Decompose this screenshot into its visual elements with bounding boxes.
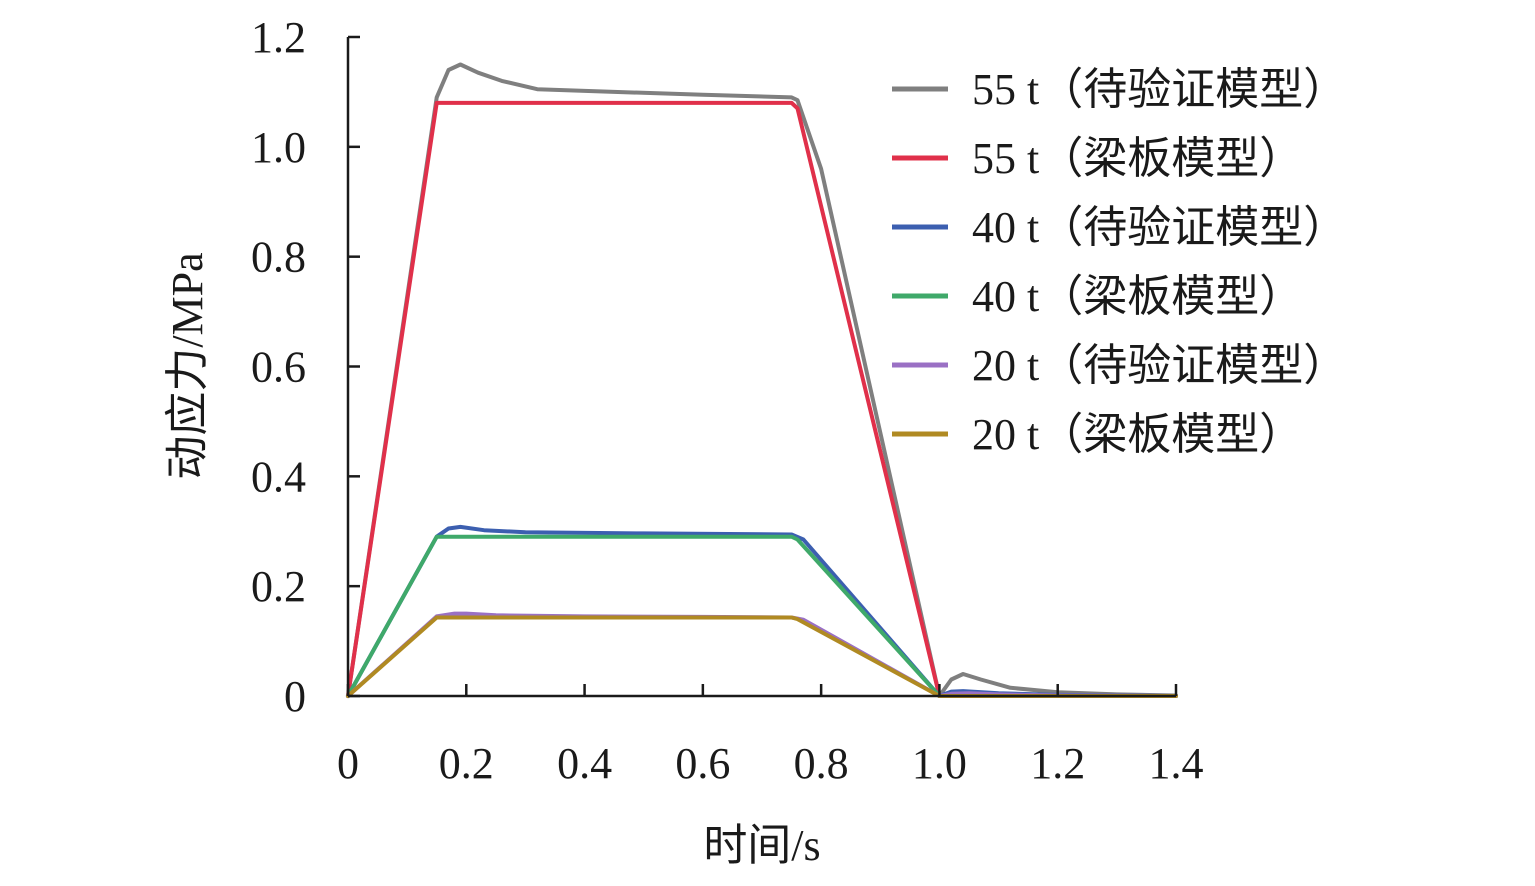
legend-item: 20 t（梁板模型） — [892, 410, 1303, 459]
legend-label: 40 t（梁板模型） — [972, 272, 1303, 321]
legend: 55 t（待验证模型） 55 t（梁板模型） 40 t（待验证模型） 40 t（梁板模… — [892, 65, 1347, 459]
x-tick-label: 0.2 — [439, 739, 494, 788]
series-layer — [346, 62, 1178, 698]
x-tick-label: 1.4 — [1149, 739, 1204, 788]
plot-area: 0 0.2 0.4 0.6 0.8 1.0 1.2 1.4 0 0.2 0.4 0.6 0.8 1.0 1… — [251, 13, 1204, 788]
x-tick-label: 0.8 — [794, 739, 849, 788]
series-line-5 — [346, 615, 1178, 698]
series-line-4 — [346, 611, 1178, 698]
y-tick-label: 0.8 — [251, 233, 306, 282]
legend-item: 55 t（梁板模型） — [892, 134, 1303, 183]
legend-item: 40 t（梁板模型） — [892, 272, 1303, 321]
series-line-1 — [346, 100, 1178, 698]
x-tick-label: 1.0 — [912, 739, 967, 788]
y-axis-ticks: 0 0.2 0.4 0.6 0.8 1.0 1.2 — [251, 13, 360, 721]
legend-item: 20 t（待验证模型） — [892, 341, 1347, 390]
x-axis-ticks: 0 0.2 0.4 0.6 0.8 1.0 1.2 1.4 — [337, 684, 1204, 788]
y-tick-label: 0.6 — [251, 343, 306, 392]
y-tick-label: 0 — [284, 672, 306, 721]
y-tick-label: 1.2 — [251, 13, 306, 62]
x-tick-label: 0 — [337, 739, 359, 788]
legend-label: 55 t（待验证模型） — [972, 65, 1347, 114]
y-tick-label: 1.0 — [251, 123, 306, 172]
legend-label: 20 t（梁板模型） — [972, 410, 1303, 459]
x-tick-label: 0.6 — [675, 739, 730, 788]
x-tick-label: 1.2 — [1030, 739, 1085, 788]
y-axis-title: 动应力/MPa — [163, 252, 212, 479]
series-line-0 — [346, 62, 1178, 698]
series-line-2 — [346, 524, 1178, 698]
y-tick-label: 0.4 — [251, 452, 306, 501]
legend-label: 55 t（梁板模型） — [972, 134, 1303, 183]
legend-item: 40 t（待验证模型） — [892, 203, 1347, 252]
legend-label: 20 t（待验证模型） — [972, 341, 1347, 390]
y-tick-label: 0.2 — [251, 562, 306, 611]
x-axis-title: 时间/s — [703, 821, 820, 870]
legend-item: 55 t（待验证模型） — [892, 65, 1347, 114]
x-tick-label: 0.4 — [557, 739, 612, 788]
legend-label: 40 t（待验证模型） — [972, 203, 1347, 252]
